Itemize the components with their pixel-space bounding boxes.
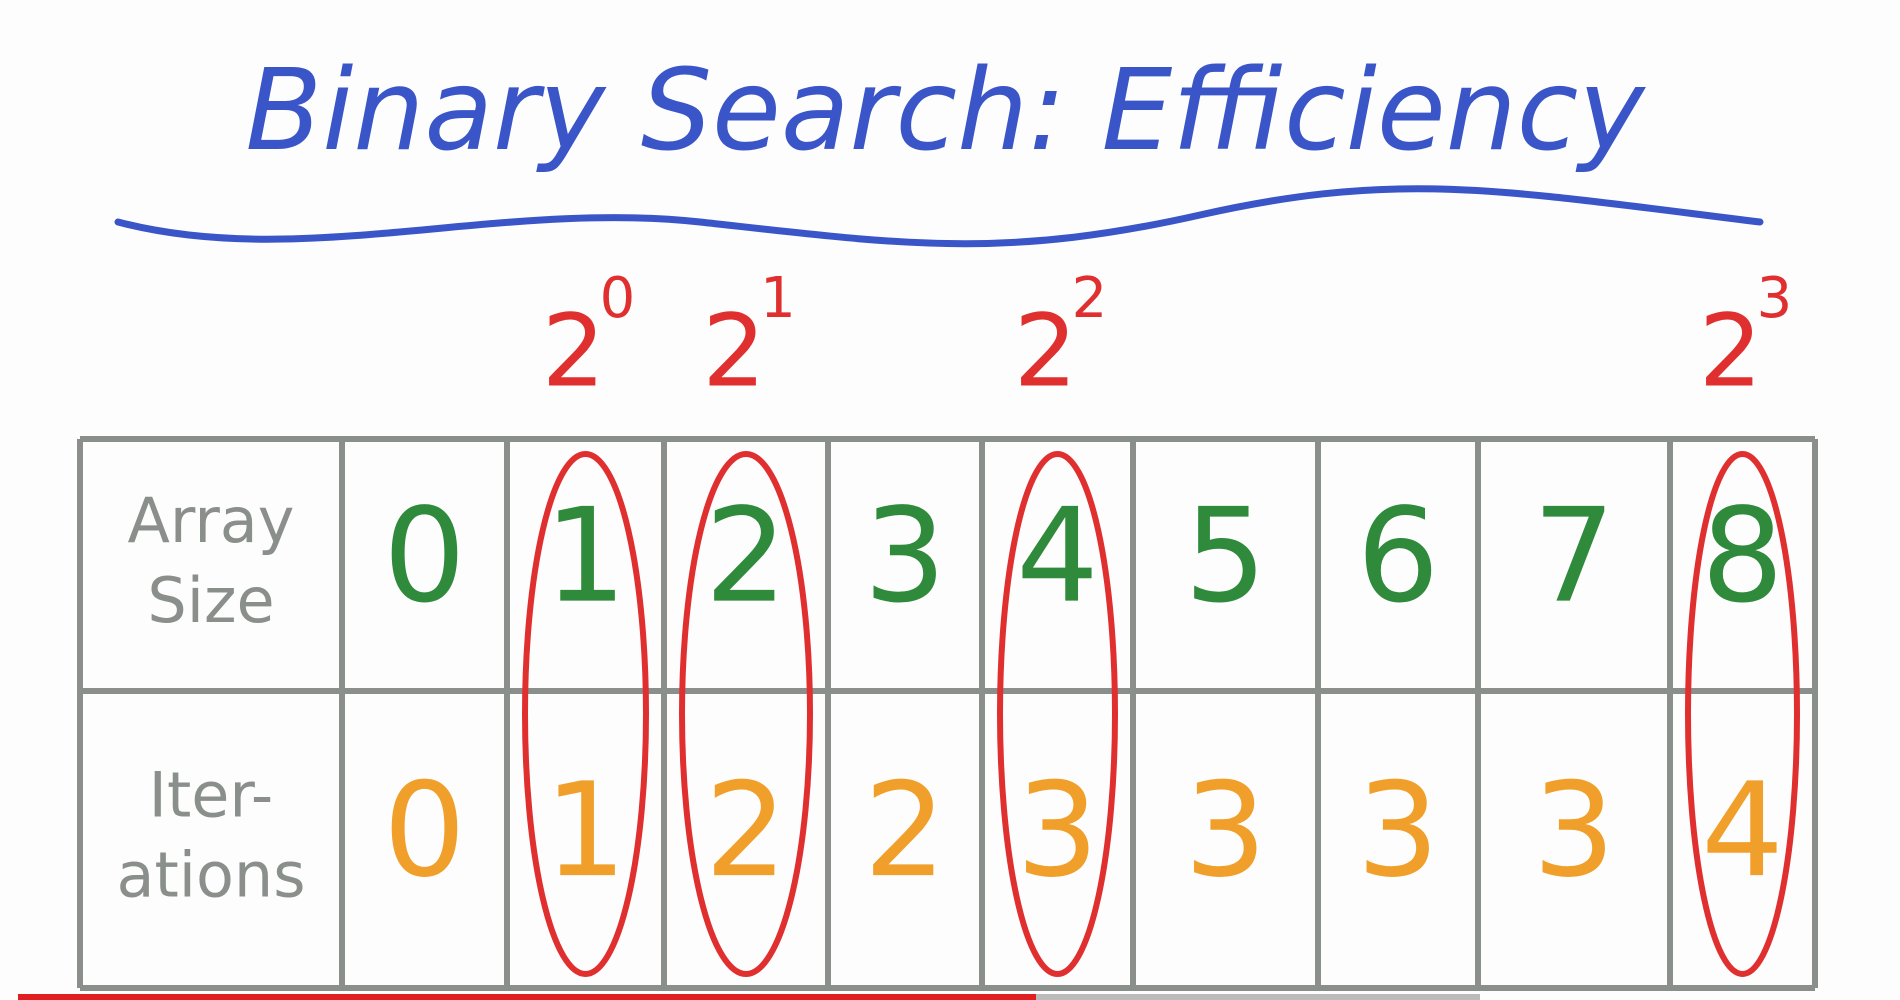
cell-value: 3 [1533,754,1616,906]
cell-value: 0 [383,480,466,632]
highlight-circle [679,451,813,977]
power-base: 2 [1699,292,1763,409]
highlight-circle [997,451,1118,977]
cell-value: 8 [1701,480,1784,632]
power-base: 2 [542,292,606,409]
power-exponent: 1 [760,266,796,331]
power-base: 2 [702,292,766,409]
cell-value: 7 [1533,480,1616,632]
cell-value: 5 [1184,480,1267,632]
cell-value: 3 [864,480,947,632]
title-underline [114,185,1764,248]
buffer-bar [1036,994,1480,1000]
title: Binary Search: Efficiency [245,46,1646,176]
cell-value: 2 [705,754,788,906]
power-exponent: 2 [1072,266,1108,331]
cell-value: 3 [1184,754,1267,906]
power-exponent: 3 [1757,266,1793,331]
highlight-circle [522,451,649,977]
power-exponent: 0 [600,266,636,331]
cell-value: 0 [383,754,466,906]
progress-bar [18,994,1036,1000]
cell-value: 4 [1016,480,1099,632]
cell-value: 4 [1701,754,1784,906]
power-base: 2 [1014,292,1078,409]
row-label: Size [147,564,274,637]
cell-value: 2 [705,480,788,632]
highlight-circle [1685,451,1800,977]
row-label: Array [128,484,295,557]
cell-value: 3 [1016,754,1099,906]
cell-value: 6 [1357,480,1440,632]
cell-value: 1 [544,480,627,632]
cell-value: 1 [544,754,627,906]
row-label: ations [116,839,305,912]
row-label: Iter- [149,759,274,832]
cell-value: 2 [864,754,947,906]
cell-value: 3 [1357,754,1440,906]
